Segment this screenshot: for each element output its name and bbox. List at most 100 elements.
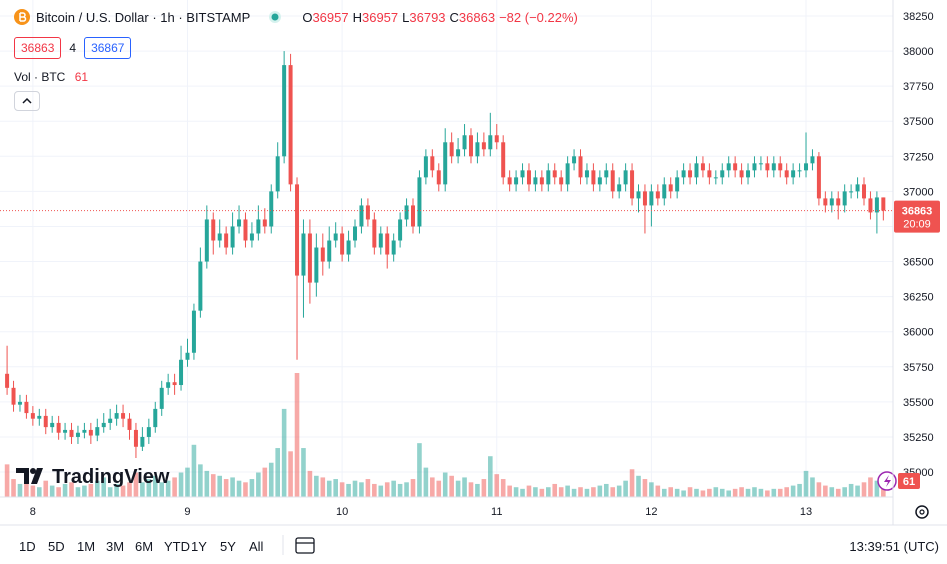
volume-bar	[700, 490, 706, 497]
candle-body	[694, 163, 699, 178]
volume-bar	[552, 483, 558, 497]
volume-bar	[629, 469, 635, 497]
candle-body	[804, 163, 809, 171]
candle-body	[630, 170, 635, 199]
y-tick-label: 37750	[903, 81, 934, 93]
candle-body	[636, 191, 641, 199]
candle-body	[256, 219, 261, 234]
volume-axis-label: 61	[903, 476, 915, 488]
volume-bar	[152, 475, 158, 497]
volume-bar	[449, 475, 454, 497]
candle-body	[456, 149, 461, 157]
range-button[interactable]: 1Y	[191, 539, 207, 554]
candle-body	[185, 352, 190, 360]
range-button[interactable]: 5Y	[220, 539, 236, 554]
spread: 4	[69, 41, 77, 55]
candle-body	[353, 226, 358, 241]
ohlc-l-label: L	[402, 9, 410, 25]
clock[interactable]: 13:39:51 (UTC)	[849, 539, 939, 554]
candle-body	[82, 429, 87, 433]
candle-body	[198, 261, 203, 311]
volume-bar	[56, 487, 61, 497]
volume-bar	[719, 488, 725, 497]
candle-body	[559, 177, 564, 185]
candle-body	[114, 413, 119, 419]
candle-body	[623, 170, 628, 185]
volume-bar	[713, 487, 719, 497]
candle-body	[481, 142, 486, 150]
volume-bar	[4, 464, 10, 497]
candle-body	[108, 418, 113, 423]
symbol-title[interactable]: Bitcoin / U.S. Dollar · 1h · BITSTAMP	[36, 9, 251, 25]
volume-bar	[694, 488, 699, 497]
volume-bar	[82, 485, 87, 497]
candle-body	[700, 163, 705, 171]
candle-body	[565, 163, 570, 185]
volume-bar	[823, 485, 828, 497]
candle-body	[391, 240, 396, 255]
volume-bar	[307, 470, 313, 497]
volume-bar	[591, 487, 596, 497]
range-button[interactable]: 6M	[135, 539, 154, 554]
last-price-box	[894, 200, 940, 233]
candle-body	[462, 135, 467, 150]
volume-bar	[372, 483, 377, 497]
range-button[interactable]: 3M	[106, 539, 125, 554]
range-button[interactable]: YTD	[164, 539, 190, 554]
volume-bar	[771, 488, 777, 497]
candle-body	[385, 233, 390, 255]
candle-body	[507, 177, 512, 185]
axes: 3500035250355003575036000362503650036750…	[0, 11, 940, 518]
candle-body	[37, 415, 42, 419]
range-button[interactable]: 1D	[19, 539, 36, 554]
candle-layer	[5, 51, 886, 458]
volume-bar	[107, 487, 113, 497]
volume-bar	[430, 477, 435, 497]
ohlc-low: 36793	[409, 9, 446, 25]
candle-body	[430, 156, 435, 171]
candle-body	[797, 170, 802, 172]
volume-bar	[881, 487, 886, 497]
volume-bar	[616, 485, 622, 497]
candle-body	[56, 422, 61, 433]
volume-bar	[185, 467, 190, 497]
market-status[interactable]	[268, 10, 282, 24]
y-tick-label: 35250	[903, 432, 934, 444]
candle-body	[591, 170, 596, 185]
volume-bar	[765, 490, 770, 497]
volume-bar	[249, 479, 255, 497]
candle-body	[404, 205, 409, 220]
volume-layer	[4, 373, 886, 497]
range-button[interactable]: All	[249, 539, 264, 554]
candle-body	[488, 135, 493, 150]
candle-body	[739, 170, 744, 178]
chevron	[22, 97, 32, 104]
volume-bar	[243, 482, 248, 497]
ohlc-o-label: O	[302, 9, 313, 25]
candle-body	[720, 170, 725, 178]
range-button[interactable]: 1M	[77, 539, 96, 554]
candle-body	[726, 163, 731, 171]
date-range-icon[interactable]	[282, 535, 315, 555]
range-button[interactable]: 5D	[48, 539, 65, 554]
ask-button[interactable]: 36867	[84, 37, 132, 59]
candle-body	[849, 191, 854, 193]
y-tick-label: 37250	[903, 151, 934, 163]
candle-body	[17, 401, 22, 405]
volume-bar	[855, 485, 860, 497]
volume-bar	[114, 483, 119, 497]
volume-bar	[642, 479, 648, 497]
volume-bar	[133, 472, 139, 497]
candle-body	[217, 233, 222, 241]
volume-bar	[455, 480, 461, 497]
quote-row: 36863 4 36867	[14, 37, 132, 59]
logo-dot	[30, 468, 36, 474]
volume-bar	[874, 480, 880, 497]
candle-body	[572, 156, 577, 164]
candle-body	[784, 170, 789, 178]
ohlc-change: −82 (−0.22%)	[499, 9, 578, 25]
collapse-button[interactable]	[14, 91, 40, 111]
ohlc-close: 36863	[458, 9, 496, 25]
settings-icon[interactable]	[915, 505, 929, 519]
bid-button[interactable]: 36863	[14, 37, 62, 59]
